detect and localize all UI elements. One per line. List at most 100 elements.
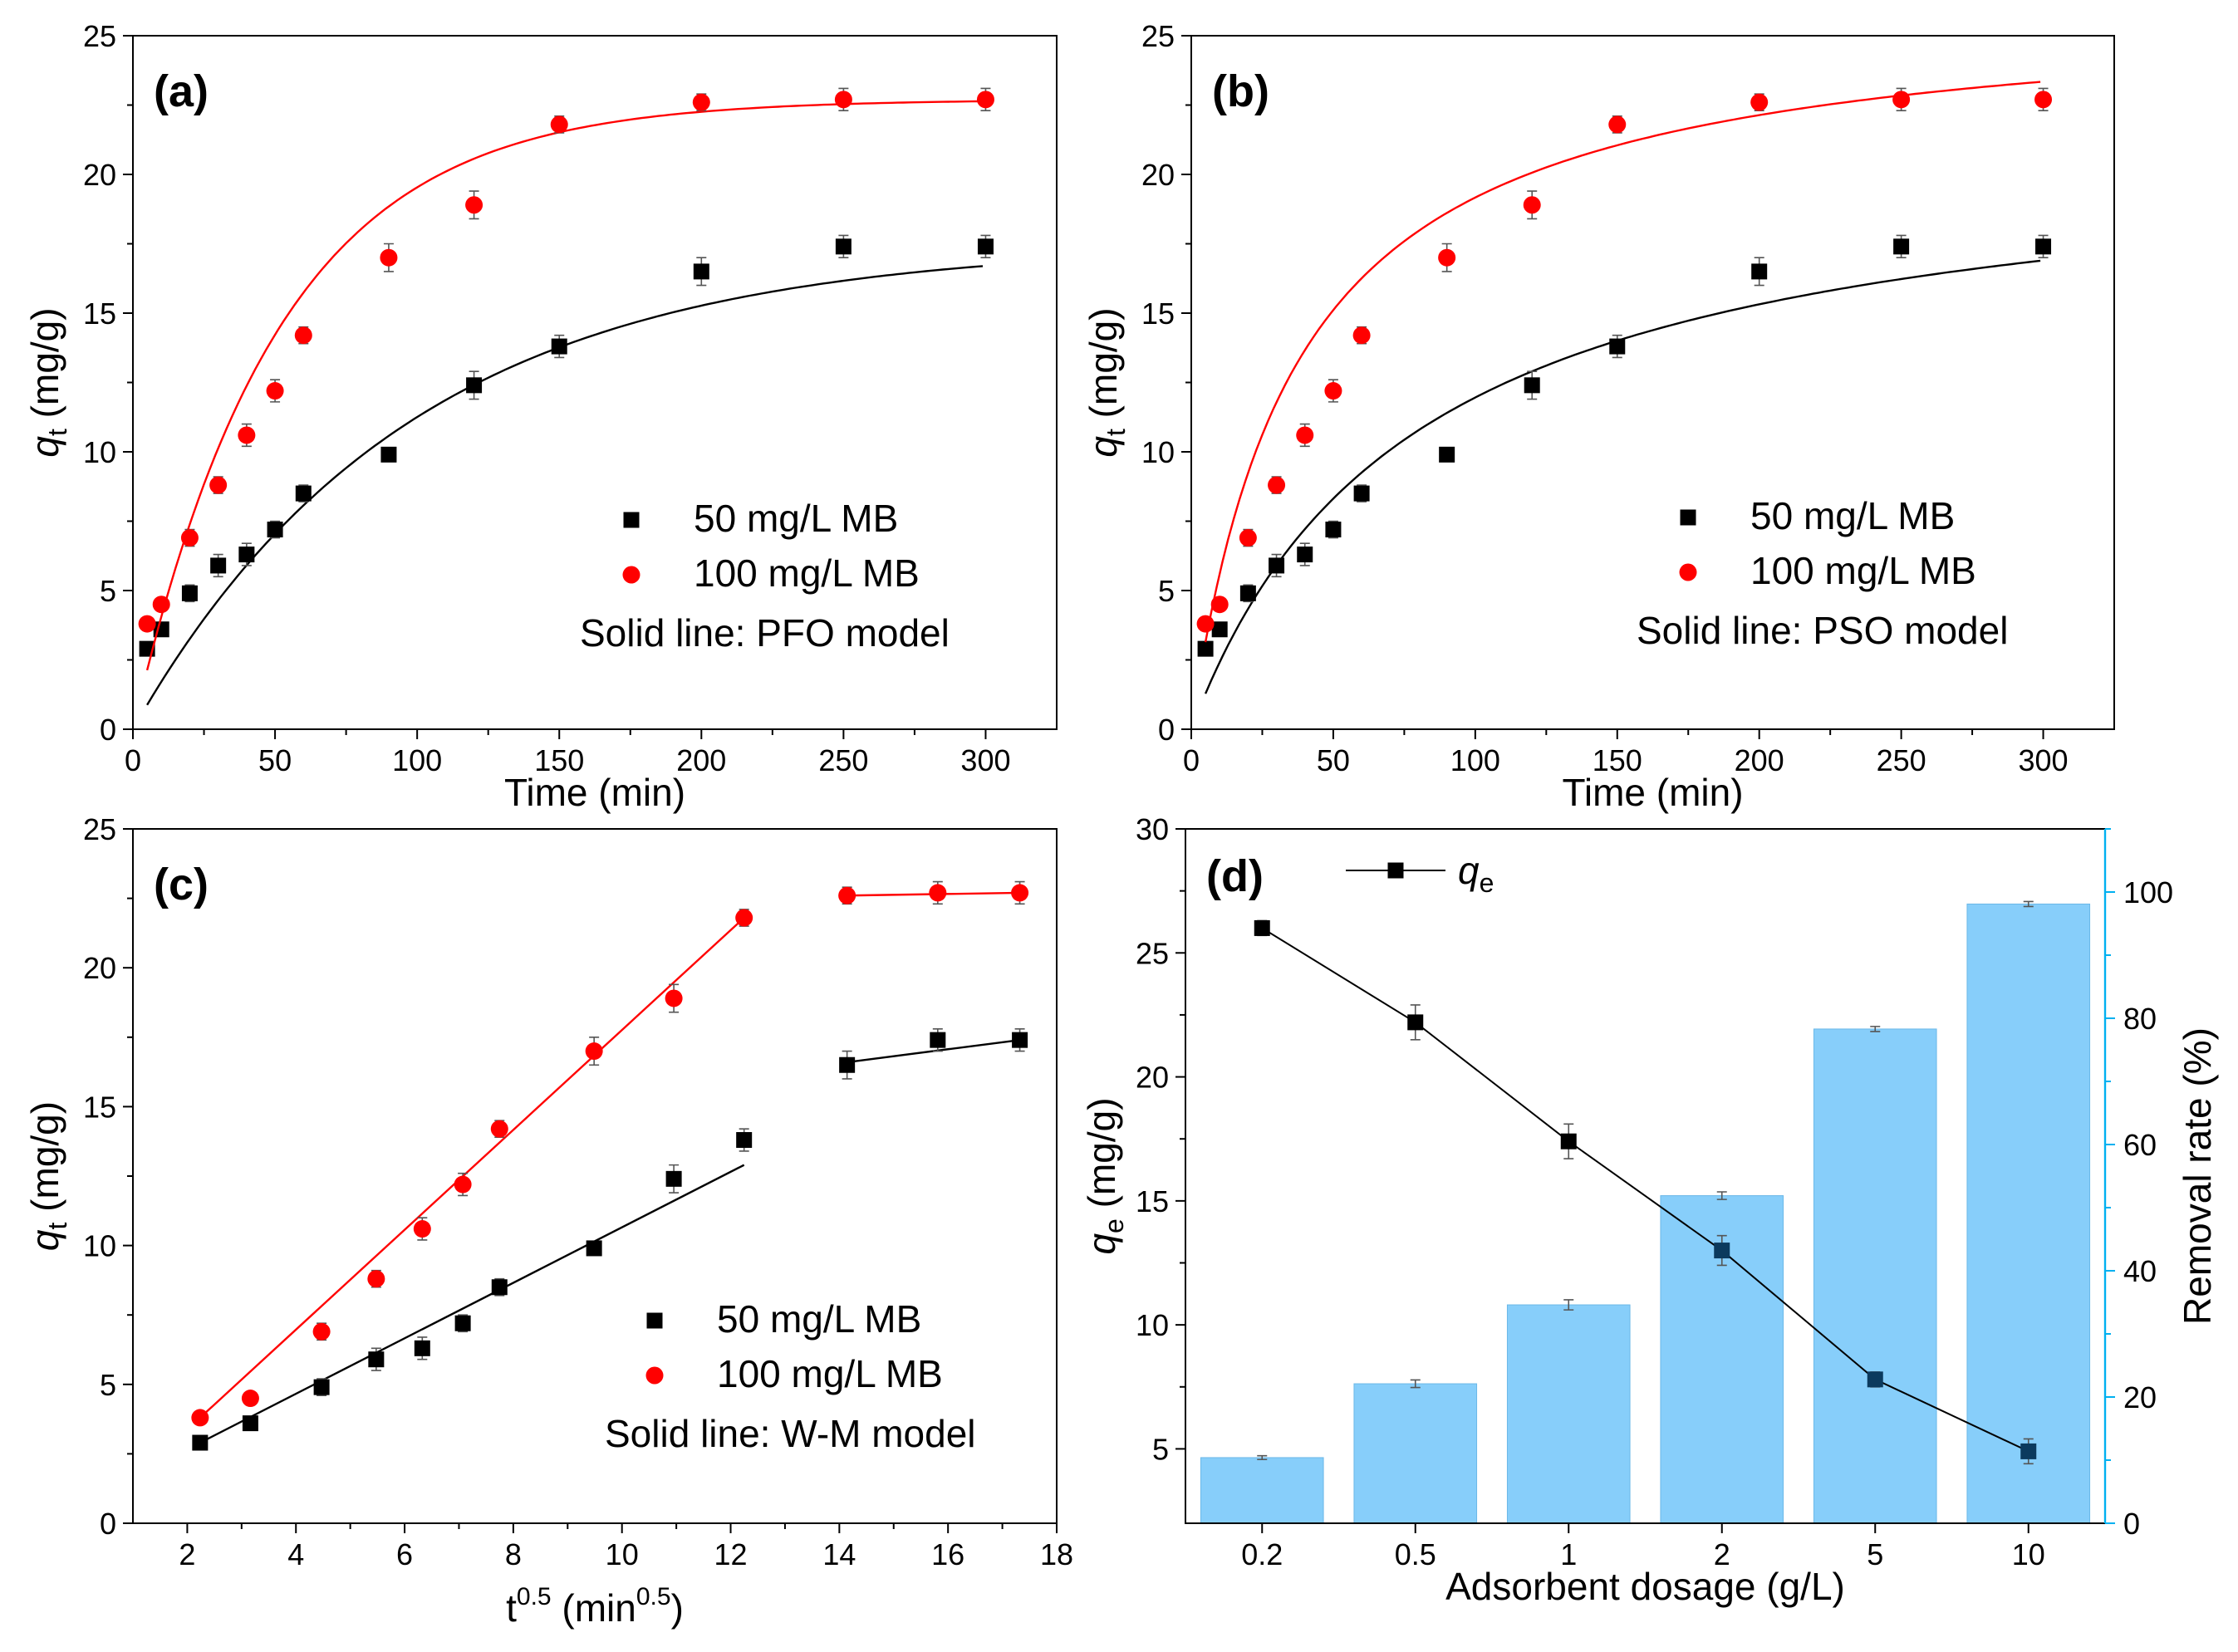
series-0 [139, 234, 994, 706]
data-point [210, 557, 227, 574]
data-point [238, 426, 256, 444]
y-axis-label: qt (mg/g) [1082, 307, 1131, 457]
legend-label: 100 mg/L MB [717, 1352, 943, 1395]
panel-label: (a) [154, 66, 209, 116]
y-tick-label: 25 [83, 19, 116, 53]
legend-label: 50 mg/L MB [694, 497, 898, 540]
x-tick-label: 300 [2018, 743, 2068, 777]
data-point [1239, 585, 1256, 601]
x-tick-label: 4 [287, 1537, 304, 1571]
data-point [413, 1220, 431, 1238]
data-point [1268, 476, 1286, 494]
data-point [839, 1056, 856, 1073]
right-y-tick-label: 80 [2123, 1002, 2157, 1036]
data-point [586, 1240, 602, 1257]
data-point [1608, 115, 1627, 134]
data-point [930, 1032, 946, 1048]
data-point [414, 1340, 430, 1356]
x-tick-label: 50 [258, 743, 292, 777]
data-point [692, 93, 710, 111]
data-point [1011, 884, 1029, 902]
data-point [1609, 338, 1626, 355]
x-axis-label: Time (min) [1562, 771, 1743, 814]
legend-marker [1680, 509, 1696, 526]
x-tick-label: 100 [1450, 743, 1500, 777]
legend-marker [1387, 862, 1404, 879]
data-point [736, 1132, 753, 1149]
data-point [180, 529, 199, 547]
y-tick-label: 20 [83, 951, 116, 985]
data-point [490, 1120, 508, 1138]
legend-label: 100 mg/L MB [1750, 549, 1976, 592]
qe-point [1254, 919, 1270, 936]
y-axis-label: qt (mg/g) [23, 307, 72, 457]
y-tick-label: 0 [100, 713, 116, 747]
x-tick-label: 12 [714, 1537, 748, 1571]
y-axis-label: qe (mg/g) [1080, 1097, 1129, 1254]
bar-error-bar [1563, 1299, 1574, 1311]
legend-marker [1679, 563, 1697, 581]
data-point [1524, 377, 1540, 394]
x-tick-label: 5 [1867, 1537, 1883, 1571]
data-point [838, 886, 856, 904]
data-point [181, 585, 198, 601]
y-tick-label: 10 [83, 435, 116, 469]
panel-a: 0 50 100 150 200 250 300 0 5 10 15 20 25 qt (mg/g) Tim… [23, 19, 1058, 814]
data-point [238, 547, 255, 563]
y-tick-label: 15 [83, 1090, 116, 1124]
data-point [380, 446, 397, 463]
data-point [491, 1279, 508, 1296]
right-y-tick-label: 60 [2123, 1128, 2157, 1162]
y-tick-label: 25 [83, 812, 116, 846]
x-tick-label: 0 [125, 743, 141, 777]
data-point [1296, 426, 1314, 444]
data-point [368, 1351, 385, 1368]
data-point [1297, 547, 1313, 563]
data-point [2035, 238, 2052, 255]
x-tick-label: 10 [606, 1537, 639, 1571]
legend-label: 50 mg/L MB [717, 1297, 921, 1341]
y-axis-label: qt (mg/g) [23, 1101, 72, 1251]
x-tick-label: 2 [1714, 1537, 1730, 1571]
data-point [1892, 91, 1911, 109]
bar [1506, 1304, 1631, 1524]
x-axis-label: Adsorbent dosage (g/L) [1445, 1565, 1845, 1608]
y-tick-label: 20 [1141, 158, 1175, 192]
x-tick-label: 1 [1560, 1537, 1577, 1571]
bar-series [1200, 900, 2091, 1524]
line-series [1254, 919, 2037, 1465]
data-point [241, 1390, 259, 1408]
qe-line [1261, 927, 2029, 1453]
x-tick-label: 50 [1317, 743, 1350, 777]
qe-point [1867, 1371, 1883, 1388]
series-0 [1197, 234, 2052, 694]
x-tick-label: 14 [822, 1537, 856, 1571]
data-point [380, 248, 398, 267]
data-point [294, 326, 312, 345]
right-y-tick-label: 0 [2123, 1507, 2140, 1541]
series-1 [1196, 81, 2053, 643]
data-point [267, 522, 283, 538]
y-tick-label: 10 [1136, 1308, 1169, 1342]
qe-point [1407, 1014, 1424, 1031]
data-point [454, 1175, 472, 1194]
model-note: Solid line: PSO model [1637, 609, 2008, 652]
data-point [1750, 93, 1769, 111]
y-tick-label: 0 [100, 1507, 116, 1541]
data-point [1352, 326, 1371, 345]
data-point [152, 596, 170, 614]
data-point [1197, 640, 1214, 657]
panel-c: 2 4 6 8 10 12 14 16 18 0 5 10 15 20 25 qt (mg/g) t0.5 (m… [23, 812, 1073, 1630]
data-point [1324, 382, 1342, 400]
data-point [1210, 596, 1229, 614]
series-0 [192, 1027, 1028, 1451]
y-tick-label: 30 [1136, 812, 1169, 846]
data-point [1325, 522, 1342, 538]
x-tick-label: 0.2 [1241, 1537, 1283, 1571]
x-axis-label: Time (min) [504, 771, 685, 814]
y-tick-label: 10 [1141, 435, 1175, 469]
data-point [295, 485, 312, 502]
data-point [191, 1409, 209, 1427]
data-point [550, 115, 568, 134]
